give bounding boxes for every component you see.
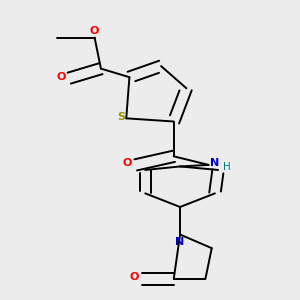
Text: N: N (176, 237, 185, 248)
Text: H: H (223, 162, 231, 172)
Text: O: O (89, 26, 99, 36)
Text: N: N (210, 158, 220, 168)
Text: O: O (130, 272, 139, 282)
Text: O: O (57, 71, 66, 82)
Text: S: S (118, 112, 125, 122)
Text: O: O (122, 158, 132, 168)
